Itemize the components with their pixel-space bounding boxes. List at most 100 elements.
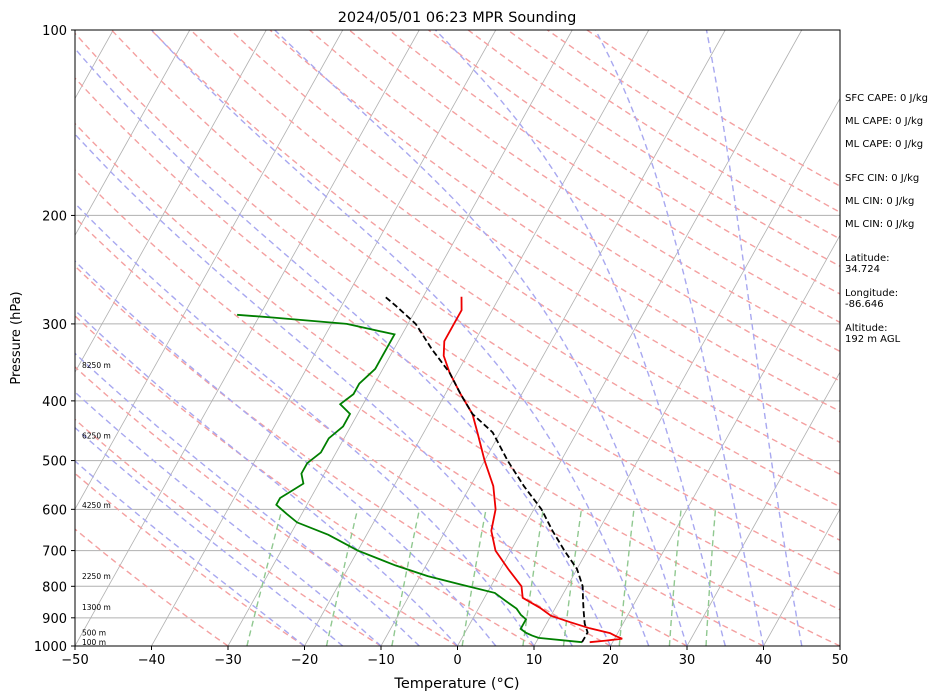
stat-value: 0 J/kg — [891, 173, 920, 184]
sfc-cin-stat: SFC CIN: 0 J/kg — [845, 173, 920, 184]
x-tick-label: −10 — [367, 653, 394, 668]
dry-adiabat-line — [190, 30, 840, 476]
y-tick-label: 1000 — [34, 640, 67, 655]
latitude-value: 34.724 — [845, 264, 880, 275]
moist-adiabat-line — [151, 30, 650, 646]
altitude-label: Altitude: — [845, 323, 888, 334]
moist-adiabat-line — [434, 30, 726, 646]
isotherm-line — [75, 30, 191, 237]
height-label: 500 m — [82, 628, 106, 637]
moist-adiabat-line — [75, 260, 497, 646]
y-axis-ticks: 1000 900 800 700 600 500 400 300 200 100 — [34, 24, 75, 655]
stat-value: 0 J/kg — [895, 139, 924, 150]
profile-lines — [237, 296, 623, 644]
moist-adiabat-line — [75, 391, 382, 646]
y-tick-label: 300 — [42, 318, 67, 333]
y-tick-label: 200 — [42, 209, 67, 224]
y-tick-label: 800 — [42, 580, 67, 595]
isotherm-line — [380, 30, 726, 646]
y-tick-label: 400 — [42, 395, 67, 410]
moist-adiabat-line — [75, 133, 573, 646]
plot-frame — [74, 29, 841, 647]
x-tick-label: −20 — [291, 653, 318, 668]
mixing-ratio-line — [562, 509, 583, 646]
sfc-cape-stat: SFC CAPE: 0 J/kg — [845, 93, 928, 104]
isotherm-line — [75, 30, 267, 374]
isotherm-line — [457, 30, 803, 646]
dry-adiabat-line — [150, 30, 840, 508]
height-label: 8250 m — [82, 361, 111, 370]
ml-cape-stat: ML CAPE: 0 J/kg — [845, 116, 924, 127]
height-label: 1300 m — [82, 603, 111, 612]
moist-adiabat-line — [594, 30, 765, 646]
stat-label: ML CIN — [845, 219, 880, 230]
dry-adiabat-line — [428, 30, 840, 295]
dry-adiabat-line — [269, 30, 840, 413]
x-tick-label: −30 — [214, 653, 241, 668]
dry-adiabat-line — [75, 169, 764, 646]
y-tick-label: 700 — [42, 545, 67, 560]
mixing-ratio-line — [246, 509, 283, 646]
stat-value: 0 J/kg — [895, 116, 924, 127]
stat-label: ML CAPE — [845, 139, 889, 150]
temperature-profile-line — [442, 296, 623, 644]
mixing-ratio-line — [391, 509, 421, 646]
dry-adiabat-line — [75, 365, 458, 646]
stat-value: 0 J/kg — [886, 219, 915, 230]
x-tick-label: −40 — [138, 653, 165, 668]
x-axis-ticks: −50 −40 −30 −20 −10 0 10 20 30 40 50 — [61, 646, 848, 668]
dry-adiabat-line — [75, 314, 535, 646]
isotherm-line — [227, 30, 573, 646]
isotherm-line — [304, 30, 650, 646]
latitude-label: Latitude: — [845, 253, 890, 264]
y-tick-label: 600 — [42, 503, 67, 518]
height-label: 100 m — [82, 638, 106, 647]
longitude-label: Longitude: — [845, 288, 899, 299]
isotherm-line — [763, 508, 840, 646]
isotherm-line — [151, 30, 497, 646]
longitude-value: -86.646 — [845, 299, 884, 310]
x-tick-label: 0 — [453, 653, 461, 668]
dry-adiabat-line — [75, 216, 688, 646]
altitude-value: 192 m AGL — [845, 334, 901, 345]
y-tick-label: 100 — [42, 24, 67, 39]
height-label: 6250 m — [82, 431, 111, 440]
moist-adiabat-line — [75, 352, 420, 646]
stat-value: 0 J/kg — [900, 93, 928, 104]
isotherm-line — [75, 30, 420, 646]
mixing-ratio-line — [522, 509, 544, 646]
dry-adiabat-line — [75, 122, 840, 646]
dry-adiabat-line — [110, 30, 840, 541]
dry-adiabat-line — [309, 30, 840, 382]
x-tick-label: 50 — [832, 653, 849, 668]
stat-label: ML CAPE — [845, 116, 889, 127]
x-tick-label: 20 — [602, 653, 619, 668]
isotherm-line — [533, 97, 840, 646]
background-lines — [75, 30, 840, 646]
x-axis-label: Temperature (°C) — [393, 676, 519, 692]
mixing-ratio-line — [325, 509, 359, 646]
stat-label: ML CIN — [845, 196, 880, 207]
moist-adiabat-line — [75, 47, 612, 646]
parcel-profile-line — [384, 296, 589, 643]
stat-label: SFC CAPE — [845, 93, 894, 104]
ml-cape-stat-2: ML CAPE: 0 J/kg — [845, 139, 924, 150]
x-tick-label: −50 — [61, 653, 88, 668]
x-tick-label: 30 — [679, 653, 696, 668]
y-axis-label: Pressure (hPa) — [9, 291, 24, 384]
x-tick-label: 40 — [755, 653, 772, 668]
moist-adiabat-line — [75, 460, 305, 646]
stat-value: 0 J/kg — [886, 196, 915, 207]
x-tick-label: 10 — [526, 653, 543, 668]
height-label: 2250 m — [82, 572, 111, 581]
ml-cin-stat-2: ML CIN: 0 J/kg — [845, 219, 915, 230]
chart-title: 2024/05/01 06:23 MPR Sounding — [338, 10, 577, 26]
dry-adiabat-line — [75, 528, 229, 646]
y-tick-label: 900 — [42, 612, 67, 627]
isotherm-line — [686, 371, 840, 646]
dry-adiabat-line — [75, 265, 611, 646]
isotherm-line — [75, 30, 344, 510]
moist-adiabat-line — [75, 309, 459, 646]
moist-adiabat-line — [705, 30, 803, 646]
